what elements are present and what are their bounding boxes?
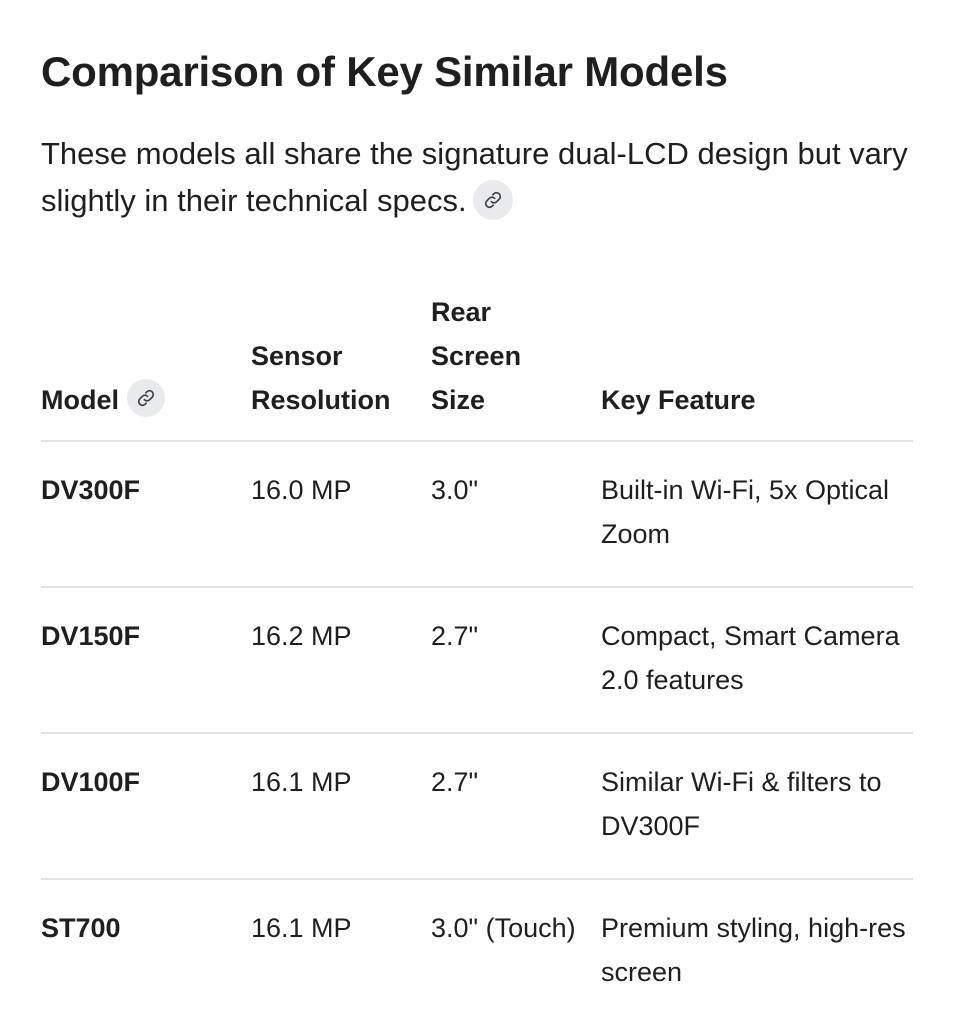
cell-sensor-resolution: 16.1 MP	[251, 767, 352, 797]
comparison-table: Model Sensor Resolution Rear Screen Size Ke…	[41, 290, 913, 1024]
page-title: Comparison of Key Similar Models	[41, 48, 728, 95]
table-row: DV300F 16.0 MP 3.0" Built-in Wi-Fi, 5x O…	[41, 441, 913, 587]
table-row: DV150F 16.2 MP 2.7" Compact, Smart Camer…	[41, 587, 913, 733]
cell-key-feature: Similar Wi-Fi & filters to DV300F	[601, 767, 882, 841]
header-line: Resolution	[251, 385, 391, 415]
cell-key-feature: Built-in Wi-Fi, 5x Optical Zoom	[601, 475, 890, 549]
header-line: Rear	[431, 297, 492, 327]
cell-rear-screen-size: 3.0"	[431, 475, 479, 505]
table-row: DV100F 16.1 MP 2.7" Similar Wi-Fi & filt…	[41, 733, 913, 879]
header-rear-screen-size: Rear Screen Size	[431, 290, 601, 441]
cell-key-feature: Premium styling, high-res screen	[601, 913, 906, 987]
cell-sensor-resolution: 16.0 MP	[251, 475, 352, 505]
cell-rear-screen-size: 3.0" (Touch)	[431, 913, 576, 943]
cell-sensor-resolution: 16.2 MP	[251, 621, 352, 651]
table-header-row: Model Sensor Resolution Rear Screen Size Ke…	[41, 290, 913, 441]
cell-model: DV100F	[41, 767, 141, 797]
header-sensor-resolution: Sensor Resolution	[251, 290, 431, 441]
header-line: Screen	[431, 341, 522, 371]
header-model: Model	[41, 290, 251, 441]
cell-sensor-resolution: 16.1 MP	[251, 913, 352, 943]
header-model-label: Model	[41, 385, 119, 415]
citation-chip[interactable]	[127, 379, 165, 417]
header-key-feature: Key Feature	[601, 385, 756, 415]
cell-key-feature: Compact, Smart Camera 2.0 features	[601, 621, 900, 695]
link-icon	[137, 389, 155, 407]
cell-model: ST700	[41, 913, 121, 943]
cell-model: DV300F	[41, 475, 141, 505]
cell-rear-screen-size: 2.7"	[431, 767, 479, 797]
header-line: Sensor	[251, 341, 343, 371]
intro-text: These models all share the signature dua…	[41, 136, 908, 218]
table-row: ST700 16.1 MP 3.0" (Touch) Premium styli…	[41, 879, 913, 1024]
cell-rear-screen-size: 2.7"	[431, 621, 479, 651]
intro-paragraph: These models all share the signature dua…	[41, 130, 913, 224]
citation-chip[interactable]	[472, 179, 513, 220]
link-icon	[484, 191, 501, 208]
header-line: Size	[431, 385, 486, 415]
cell-model: DV150F	[41, 621, 141, 651]
